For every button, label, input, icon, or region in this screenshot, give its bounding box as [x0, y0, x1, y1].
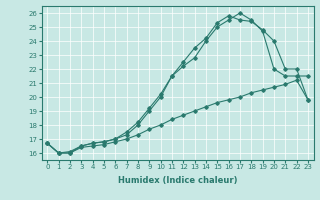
- X-axis label: Humidex (Indice chaleur): Humidex (Indice chaleur): [118, 176, 237, 185]
